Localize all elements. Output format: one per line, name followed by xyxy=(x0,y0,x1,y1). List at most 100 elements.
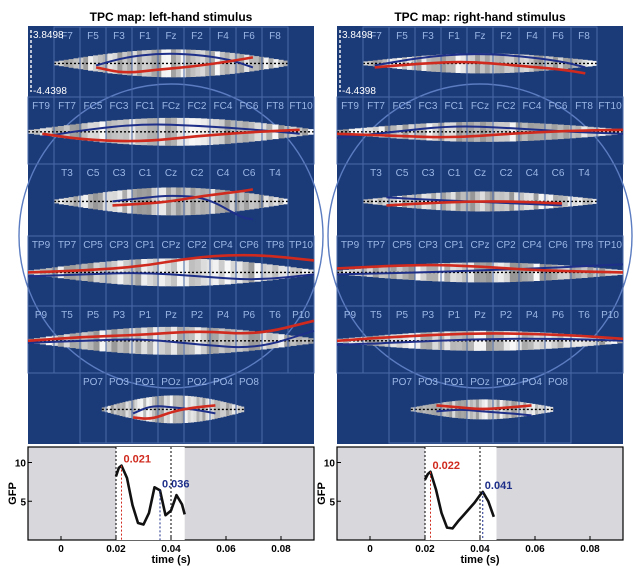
heat-strip xyxy=(171,258,178,287)
heat-strip xyxy=(284,266,291,279)
electrode-label-f4: F4 xyxy=(526,31,538,42)
heat-strip xyxy=(146,50,152,77)
electrode-label-f6: F6 xyxy=(552,31,564,42)
heat-strip xyxy=(587,60,593,67)
heat-strip xyxy=(406,195,413,208)
y-tick-label: 5 xyxy=(20,497,26,508)
heat-strip xyxy=(141,188,148,215)
electrode-label-ft10: FT10 xyxy=(598,101,622,112)
heat-strip xyxy=(411,194,418,209)
heat-strip xyxy=(127,51,133,76)
electrode-label-f1: F1 xyxy=(448,31,460,42)
heat-strip xyxy=(102,192,109,211)
heat-strip xyxy=(159,117,166,146)
heat-strip xyxy=(545,264,552,281)
electrode-label-cpz: CPz xyxy=(471,240,490,251)
heat-strip xyxy=(533,263,540,281)
heat-strip xyxy=(260,263,267,281)
electrode-label-c4: C4 xyxy=(526,168,539,179)
heat-strip xyxy=(431,403,435,415)
blue-trace xyxy=(132,405,216,415)
electrode-label-f2: F2 xyxy=(191,31,203,42)
electrode-cell xyxy=(544,372,572,444)
y-tick-label: 5 xyxy=(329,497,335,508)
heat-strip xyxy=(253,194,260,209)
heat-strip xyxy=(468,262,475,283)
electrode-label-p3: P3 xyxy=(422,310,435,321)
heat-strip xyxy=(523,402,527,417)
heat-strip xyxy=(581,335,588,347)
heat-strip xyxy=(54,61,60,66)
electrode-label-fc3: FC3 xyxy=(419,101,438,112)
electrode-label-po1: PO1 xyxy=(135,377,155,388)
electrode-label-f6: F6 xyxy=(243,31,255,42)
heat-strip xyxy=(155,396,159,423)
heat-strip xyxy=(283,198,289,205)
electrode-label-po2: PO2 xyxy=(187,377,207,388)
electrode-label-fz: Fz xyxy=(165,31,176,42)
scale-bottom-label: -4.4398 xyxy=(33,86,67,97)
heat-strip xyxy=(147,118,154,146)
electrode-label-fc2: FC2 xyxy=(497,101,516,112)
electrode-label-p5: P5 xyxy=(396,310,409,321)
heat-strip xyxy=(408,333,415,349)
x-tick-label: 0.02 xyxy=(415,544,435,555)
heat-strip xyxy=(508,400,512,418)
heat-strip xyxy=(28,129,35,134)
electrode-label-p5: P5 xyxy=(87,310,100,321)
heat-strip xyxy=(416,406,421,413)
heat-strip xyxy=(224,328,231,353)
heat-strip xyxy=(75,264,83,281)
electrode-label-p10: P10 xyxy=(292,310,310,321)
electrode-label-t5: T5 xyxy=(61,310,73,321)
heat-strip xyxy=(127,189,133,214)
heat-strip xyxy=(211,399,215,420)
heat-strip xyxy=(533,332,540,350)
heat-strip xyxy=(253,56,260,71)
electrode-label-po7: PO7 xyxy=(392,377,412,388)
electrode-label-c4: C4 xyxy=(217,168,230,179)
heat-strip xyxy=(520,402,524,417)
red-trace xyxy=(374,60,586,75)
red-trace xyxy=(27,319,315,343)
electrode-label-c1: C1 xyxy=(448,168,461,179)
heat-strip xyxy=(87,263,94,282)
heat-strip xyxy=(99,121,106,143)
heat-strip xyxy=(119,402,123,416)
y-tick-label: 10 xyxy=(15,459,27,470)
heat-strip xyxy=(182,326,190,355)
electrode-label-poz: POz xyxy=(470,377,489,388)
heat-strip xyxy=(258,56,265,70)
electrode-label-c2: C2 xyxy=(500,168,513,179)
heat-strip xyxy=(272,265,279,280)
red-trace xyxy=(336,128,624,139)
heat-strip xyxy=(593,127,600,137)
electrode-label-f7: F7 xyxy=(370,31,382,42)
electrode-label-fcz: FCz xyxy=(162,101,180,112)
heat-strip xyxy=(122,189,128,213)
x-tick-label: 0.04 xyxy=(161,544,181,555)
heat-strip xyxy=(384,334,392,347)
electrode-label-po3: PO3 xyxy=(109,377,129,388)
heat-strip xyxy=(199,397,203,422)
heat-strip xyxy=(283,60,289,67)
electrode-label-cp5: CP5 xyxy=(83,240,103,251)
heat-strip xyxy=(367,198,374,204)
heat-strip xyxy=(545,332,552,349)
x-tick-label: 0.04 xyxy=(470,544,490,555)
heat-strip xyxy=(272,333,279,349)
heat-strip xyxy=(296,127,303,137)
heat-strip xyxy=(499,400,503,419)
electrode-label-cp3: CP3 xyxy=(109,240,129,251)
electrode-label-pz: Pz xyxy=(165,310,177,321)
heat-strip xyxy=(440,402,444,417)
heat-strip xyxy=(308,338,315,344)
heat-strip xyxy=(214,400,218,419)
heat-strip xyxy=(491,121,499,142)
heat-strip xyxy=(171,49,177,78)
heat-strip xyxy=(182,117,190,146)
heat-strip xyxy=(511,401,515,418)
heat-strip xyxy=(468,330,475,351)
electrode-label-po4: PO4 xyxy=(522,377,542,388)
heat-strip xyxy=(455,53,461,73)
